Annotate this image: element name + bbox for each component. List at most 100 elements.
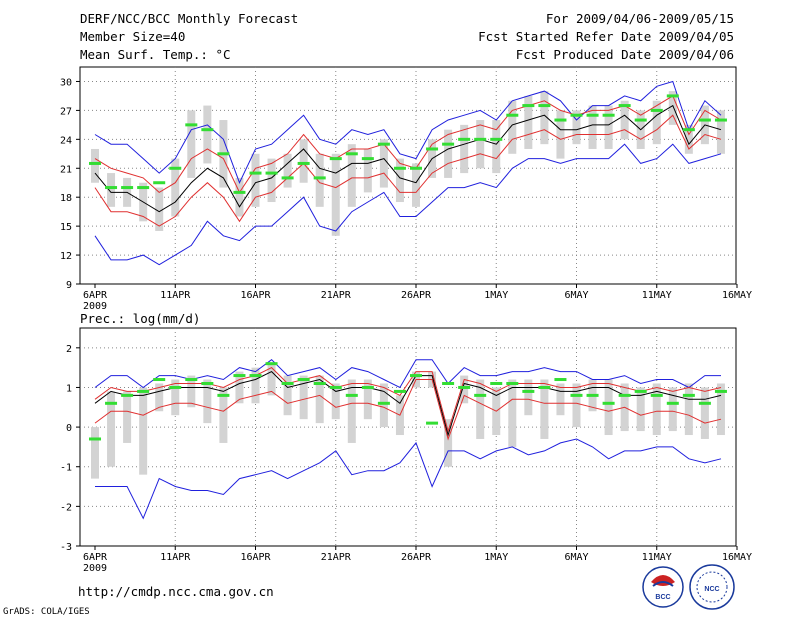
observed-marker [169,385,182,389]
observed-marker [570,393,583,397]
spread-box [700,387,709,439]
spread-box [235,371,244,404]
y-tick-label: 2 [66,344,72,355]
spread-box [299,375,308,420]
observed-marker [249,374,262,378]
observed-marker [361,385,374,389]
spread-box [604,379,613,436]
x-tick-label: 11MAY [642,290,672,301]
grads-credit: GrADS: COLA/IGES [3,607,90,617]
spread-box [171,158,180,217]
observed-marker [474,137,487,141]
observed-marker [361,157,374,161]
footer-url[interactable]: http://cmdp.ncc.cma.gov.cn [78,584,274,599]
spread-box [363,379,372,420]
x-year-label: 2009 [83,301,107,312]
x-tick-label: 26APR [401,552,432,563]
spread-box [283,153,292,188]
observed-marker [313,176,326,180]
spread-box [572,110,581,145]
spread-box [171,379,180,416]
spread-box [668,91,677,125]
spread-box [652,383,661,436]
observed-marker [554,118,567,122]
spread-box [203,379,212,424]
spread-box [315,375,324,424]
spread-box [540,91,549,145]
observed-marker [265,362,278,366]
x-tick-label: 16APR [240,552,271,563]
spread-box [395,158,404,203]
bcc-logo: BCC [642,566,684,608]
observed-marker [185,123,198,127]
spread-box [684,124,693,154]
observed-marker [682,128,695,132]
series-mean-line [94,104,722,213]
observed-marker [458,385,471,389]
spread-box [636,387,645,432]
observed-marker [426,147,439,151]
spread-box [524,379,533,416]
spread-box [219,387,228,443]
observed-marker [393,389,406,393]
observed-marker [682,393,695,397]
spread-box [444,129,453,178]
observed-marker [442,142,455,146]
spread-box [203,105,212,164]
spread-box [716,383,725,436]
observed-marker [153,181,166,185]
observed-marker [474,393,487,397]
observed-marker [570,113,583,117]
precipitation-panel: 6APR 11APR 16APR 21APR 26APR 1MAY 6MAY 11MAY 16M… [60,327,752,574]
observed-marker [586,393,599,397]
spread-box [412,163,420,207]
spread-box [331,383,340,420]
x-tick-label: 1MAY [484,290,508,301]
spread-box [315,153,324,207]
ncc-logo: NCC [689,564,735,610]
observed-marker [217,152,230,156]
spread-box [91,427,99,479]
observed-marker [538,385,551,389]
series-upper-line [94,366,722,433]
x-tick-label: 1MAY [484,552,508,563]
spread-box [235,177,244,217]
spread-box [716,110,725,154]
observed-marker [650,108,663,112]
observed-marker [490,381,503,385]
spread-box [91,148,99,183]
y-tick-label: 21 [60,164,72,175]
spread-box [139,387,148,475]
observed-marker [426,421,439,425]
observed-marker [554,378,567,382]
spread-box [540,379,549,439]
observed-marker [618,104,631,108]
spread-box [251,367,260,404]
spread-box [299,139,308,183]
observed-marker [329,385,342,389]
spread-box [379,383,388,428]
y-tick-label: 15 [60,222,72,233]
observed-marker [586,113,599,117]
spread-box [347,379,356,443]
spread-box [604,105,613,149]
spread-box [572,383,581,428]
observed-marker [442,381,455,385]
observed-marker [297,161,310,165]
x-tick-label: 21APR [321,552,352,563]
x-year-label: 2009 [83,563,107,574]
observed-marker [297,378,310,382]
observed-marker [233,374,246,378]
spread-box [123,391,132,443]
spread-box [379,139,388,188]
observed-marker [506,381,519,385]
series-upper-line [94,95,722,194]
observed-marker [329,157,342,161]
observed-marker [281,176,294,180]
observed-marker [217,393,230,397]
observed-marker [458,137,471,141]
observed-marker [618,393,631,397]
observed-marker [698,118,711,122]
bcc-logo-text: BCC [655,594,670,601]
spread-box [187,375,196,408]
